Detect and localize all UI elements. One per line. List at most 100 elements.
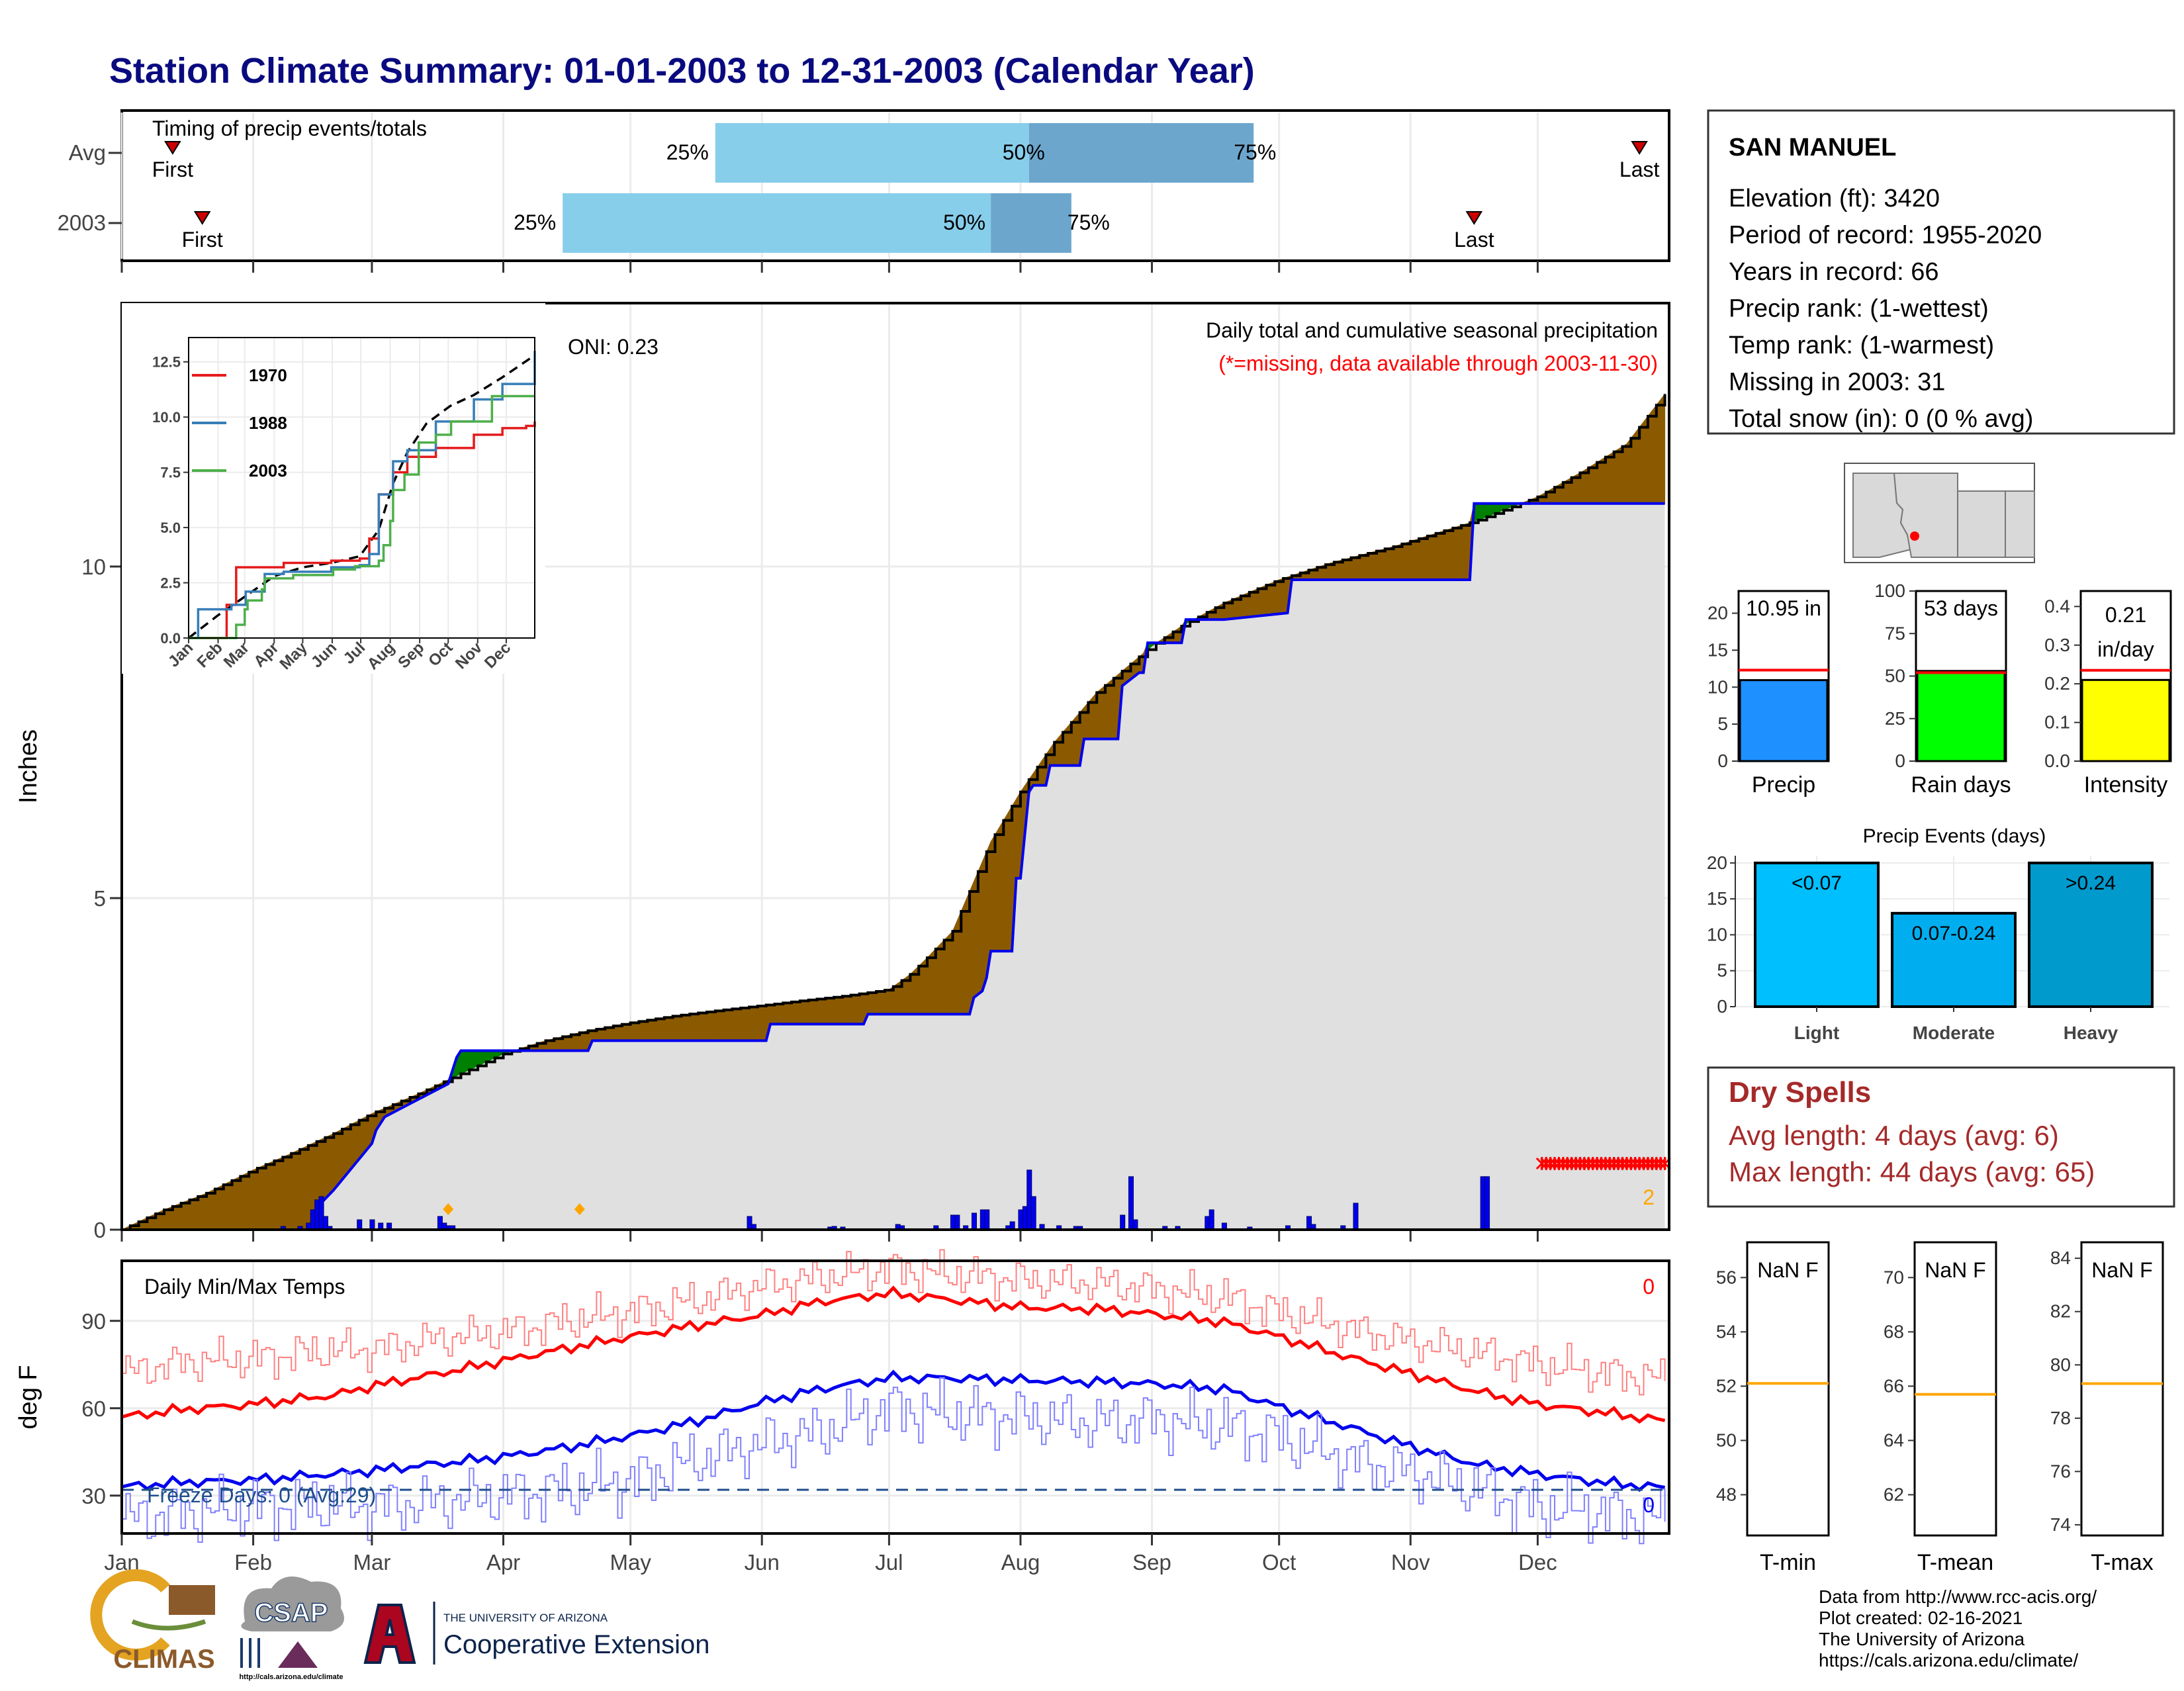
events-bar-label: Heavy bbox=[2064, 1023, 2118, 1043]
temp-y-tick-label: 90 bbox=[81, 1309, 106, 1334]
events-y-tick-label: 10 bbox=[1707, 924, 1727, 944]
summary-bar-tick-label: 0.1 bbox=[2044, 712, 2070, 733]
temp-y-tick-label: 60 bbox=[81, 1396, 106, 1421]
events-y-tick-label: 20 bbox=[1707, 852, 1727, 873]
timing-panel: 25% 50% 75% First Last 25% 50% 75% First Last Tim… bbox=[58, 109, 1670, 273]
temp-box-tick-label: 78 bbox=[2050, 1408, 2071, 1428]
summary-bar-tick-label: 25 bbox=[1885, 708, 1905, 729]
summary-bar-label: Intensity bbox=[2084, 772, 2168, 798]
inset-y-tick-label: 0.0 bbox=[160, 630, 181, 647]
month-label: Feb bbox=[234, 1550, 272, 1575]
temp-box-tick-label: 50 bbox=[1716, 1430, 1737, 1450]
precip-y-tick-label: 10 bbox=[81, 555, 106, 579]
temp-box-tick-label: 56 bbox=[1716, 1267, 1737, 1287]
freeze-days-label: Freeze Days: 0 (Avg:29) bbox=[147, 1483, 376, 1507]
summary-bar-intensity bbox=[2081, 678, 2171, 762]
footer-line: Data from http://www.rcc-acis.org/ bbox=[1819, 1586, 2097, 1607]
inset-y-tick-label: 7.5 bbox=[160, 465, 181, 481]
ua-logo-bottom-text: Cooperative Extension bbox=[443, 1630, 709, 1659]
temp-box-frame bbox=[2080, 1241, 2164, 1537]
inset-line-2003 bbox=[189, 394, 535, 639]
footer-line: Plot created: 02-16-2021 bbox=[1819, 1608, 2023, 1628]
temp-box-label: T-mean bbox=[1917, 1550, 1993, 1575]
temp-average-min-line bbox=[121, 1369, 1666, 1492]
ua-logo-top-text: THE UNIVERSITY OF ARIZONA bbox=[443, 1612, 608, 1624]
temp-box-frame bbox=[1746, 1241, 1830, 1537]
climas-logo-text: CLIMAS bbox=[113, 1645, 214, 1674]
timing-bar-50-75 bbox=[1028, 123, 1254, 183]
station-info-line: Years in record: 66 bbox=[1729, 258, 1939, 286]
temperature-panel: Daily Min/Max Temps Freeze Days: 0 (Avg:… bbox=[15, 1249, 1670, 1575]
station-info-line: Elevation (ft): 3420 bbox=[1729, 185, 1940, 212]
climas-logo: CLIMAS bbox=[90, 1569, 215, 1674]
summary-bar-tick-label: 0.3 bbox=[2044, 635, 2070, 655]
timing-first-marker bbox=[164, 141, 181, 155]
events-y-tick-label: 0 bbox=[1717, 996, 1727, 1017]
events-bar-heavy bbox=[2028, 861, 2154, 1009]
events-bar-light bbox=[1754, 861, 1880, 1009]
events-y-tick-label: 15 bbox=[1707, 888, 1727, 909]
daily-precip-bar bbox=[1353, 1203, 1359, 1230]
trace-precip-marker bbox=[574, 1203, 585, 1215]
summary-bar-rain-days bbox=[1916, 670, 2006, 762]
timing-p50-label: 50% bbox=[943, 210, 985, 234]
station-info-line: Total snow (in): 0 (0 % avg) bbox=[1729, 405, 2033, 433]
timing-first-label: First bbox=[182, 228, 223, 251]
timing-row-label-avg: Avg bbox=[69, 140, 106, 165]
precip-y-tick-label: 0 bbox=[94, 1218, 106, 1242]
temp-box-value: NaN F bbox=[1757, 1258, 1818, 1282]
temp-box-tick-label: 68 bbox=[1884, 1321, 1904, 1342]
temp-box-frame bbox=[1913, 1241, 1997, 1537]
month-label: Nov bbox=[1391, 1550, 1430, 1575]
temp-box-tick-label: 76 bbox=[2050, 1461, 2071, 1481]
precip-frame bbox=[120, 302, 1670, 1231]
temp-box-tick-label: 80 bbox=[2050, 1354, 2071, 1375]
events-bar-label: Moderate bbox=[1913, 1023, 1995, 1043]
summary-bar-tick-label: 0 bbox=[1717, 751, 1728, 771]
footer: Data from http://www.rcc-acis.org/Plot c… bbox=[90, 1569, 2097, 1681]
missing-count: 2 bbox=[1643, 1185, 1655, 1209]
inset-legend-label: 2003 bbox=[249, 461, 287, 480]
month-label: Aug bbox=[1001, 1550, 1040, 1575]
temp-box-tick-label: 64 bbox=[1884, 1430, 1904, 1450]
dry-spells-max: Max length: 44 days (avg: 65) bbox=[1729, 1156, 2095, 1187]
precip-y-axis-label: Inches bbox=[15, 729, 42, 803]
precip-panel: 0 5 10 Daily total and cumulative seasonal… bbox=[15, 302, 1671, 1242]
summary-bar-tick-label: 100 bbox=[1874, 580, 1905, 601]
timing-p75-label: 75% bbox=[1234, 140, 1276, 164]
daily-precip-bar bbox=[954, 1214, 960, 1230]
temp-box-tick-label: 82 bbox=[2050, 1301, 2071, 1322]
inset-frame bbox=[188, 337, 535, 639]
month-label: Dec bbox=[1518, 1550, 1557, 1575]
temp-box-label: T-max bbox=[2091, 1550, 2153, 1575]
temperature-title: Daily Min/Max Temps bbox=[144, 1275, 345, 1299]
station-info-line: Period of record: 1955-2020 bbox=[1729, 222, 2042, 250]
summary-bar-tick-label: 10 bbox=[1707, 676, 1728, 697]
temp-box-value: NaN F bbox=[1925, 1258, 1985, 1282]
temp-box-tick-label: 48 bbox=[1716, 1484, 1737, 1504]
cumulative-2003-line bbox=[122, 502, 1665, 1231]
inset-y-tick-label: 12.5 bbox=[152, 354, 181, 371]
summary-bar-tick-label: 20 bbox=[1707, 603, 1728, 623]
timing-first-marker bbox=[193, 211, 211, 225]
inset-y-tick-label: 2.5 bbox=[160, 575, 181, 592]
temp-box-value: NaN F bbox=[2091, 1258, 2152, 1282]
summary-bar-value: 53 days bbox=[1924, 596, 1998, 620]
max-missing-count: 0 bbox=[1643, 1275, 1655, 1299]
timing-p25-label: 25% bbox=[514, 210, 556, 234]
locator-map bbox=[1844, 463, 2035, 563]
timing-last-marker bbox=[1631, 141, 1648, 155]
summary-bar-tick-label: 75 bbox=[1885, 623, 1905, 643]
timing-bar-25-50 bbox=[563, 193, 991, 253]
summary-bar-precip bbox=[1739, 679, 1829, 762]
timing-last-label: Last bbox=[1454, 228, 1494, 251]
summary-bar-charts: 0 5 10 15 20 10.95 in Precip 0 25 50 75 100 53 days R… bbox=[1707, 580, 2172, 798]
precip-y-tick-label: 5 bbox=[94, 886, 106, 911]
summary-bar-tick-label: 15 bbox=[1707, 639, 1728, 660]
timing-title: Timing of precip events/totals bbox=[152, 116, 427, 140]
timing-last-label: Last bbox=[1619, 158, 1660, 181]
temperature-summary-boxes: 48 50 52 54 56 NaN F T-min 62 64 66 68 70 NaN F T-mea… bbox=[1716, 1241, 2164, 1575]
footer-line: The University of Arizona bbox=[1819, 1629, 2025, 1649]
